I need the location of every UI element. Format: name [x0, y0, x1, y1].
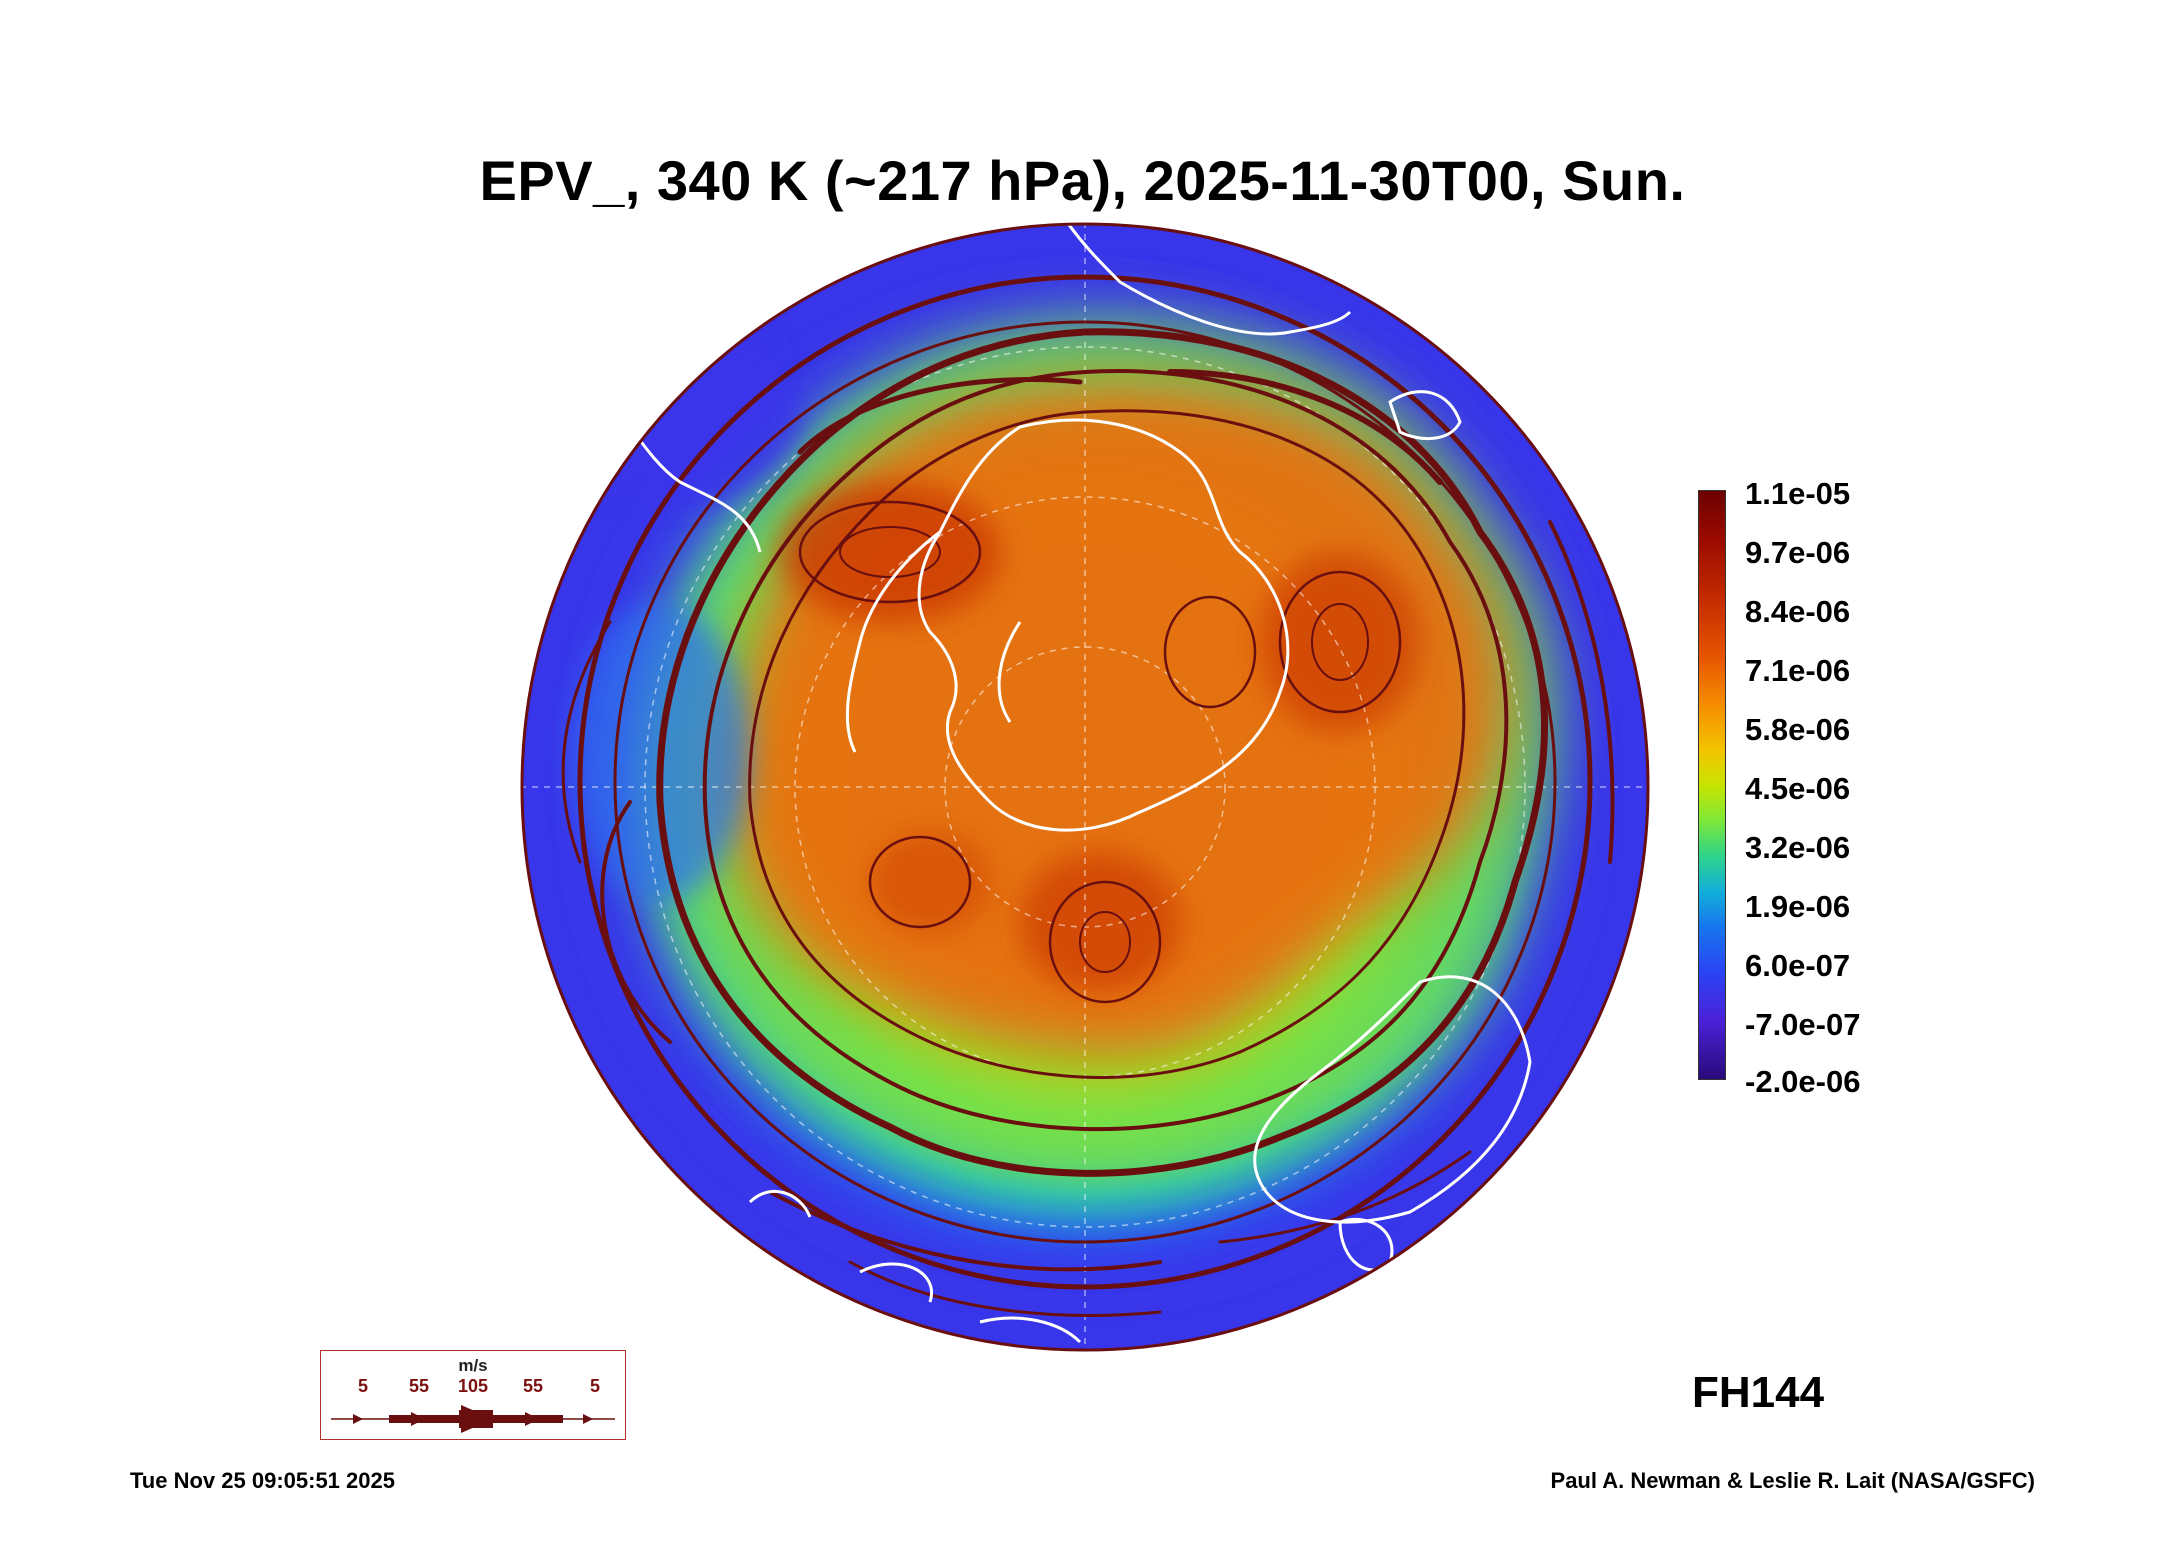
- timestamp: Tue Nov 25 09:05:51 2025: [130, 1468, 395, 1493]
- wind-speed-legend: m/s 5 55 105 55 5: [320, 1350, 626, 1440]
- colorbar-label: 1.9e-06: [1745, 889, 1851, 924]
- plot-title: EPV_, 340 K (~217 hPa), 2025-11-30T00, S…: [479, 149, 1686, 212]
- wind-legend-units: m/s: [458, 1356, 488, 1375]
- polar-map: [520, 222, 1650, 1352]
- wind-legend-value: 5: [357, 1376, 369, 1396]
- credit: Paul A. Newman & Leslie R. Lait (NASA/GS…: [1550, 1468, 2035, 1493]
- colorbar-label: 1.1e-05: [1745, 476, 1851, 511]
- colorbar-label: -2.0e-06: [1745, 1064, 1861, 1099]
- colorbar-label: 4.5e-06: [1745, 771, 1851, 806]
- wind-legend-value: 5: [589, 1376, 601, 1396]
- streamlines: [561, 274, 1615, 1317]
- wind-legend-value: 105: [457, 1376, 489, 1396]
- colorbar: [1698, 490, 1726, 1080]
- wind-legend-arrows: [331, 1405, 615, 1433]
- forecast-hour-label: FH144: [1692, 1368, 1825, 1417]
- wind-legend-value: 55: [408, 1376, 430, 1396]
- colorbar-label: 5.8e-06: [1745, 712, 1851, 747]
- map-border: [520, 222, 1650, 1352]
- wind-legend-value: 55: [522, 1376, 544, 1396]
- colorbar-label: -7.0e-07: [1745, 1007, 1861, 1042]
- lat-lon-grid: [522, 224, 1648, 1350]
- colorbar-label: 7.1e-06: [1745, 653, 1851, 688]
- pv-field: [522, 224, 1648, 1350]
- colorbar-label: 9.7e-06: [1745, 535, 1851, 570]
- colorbar-label: 8.4e-06: [1745, 594, 1851, 629]
- colorbar-label: 3.2e-06: [1745, 830, 1851, 865]
- polar-map-svg: [520, 222, 1650, 1352]
- colorbar-label: 6.0e-07: [1745, 948, 1851, 983]
